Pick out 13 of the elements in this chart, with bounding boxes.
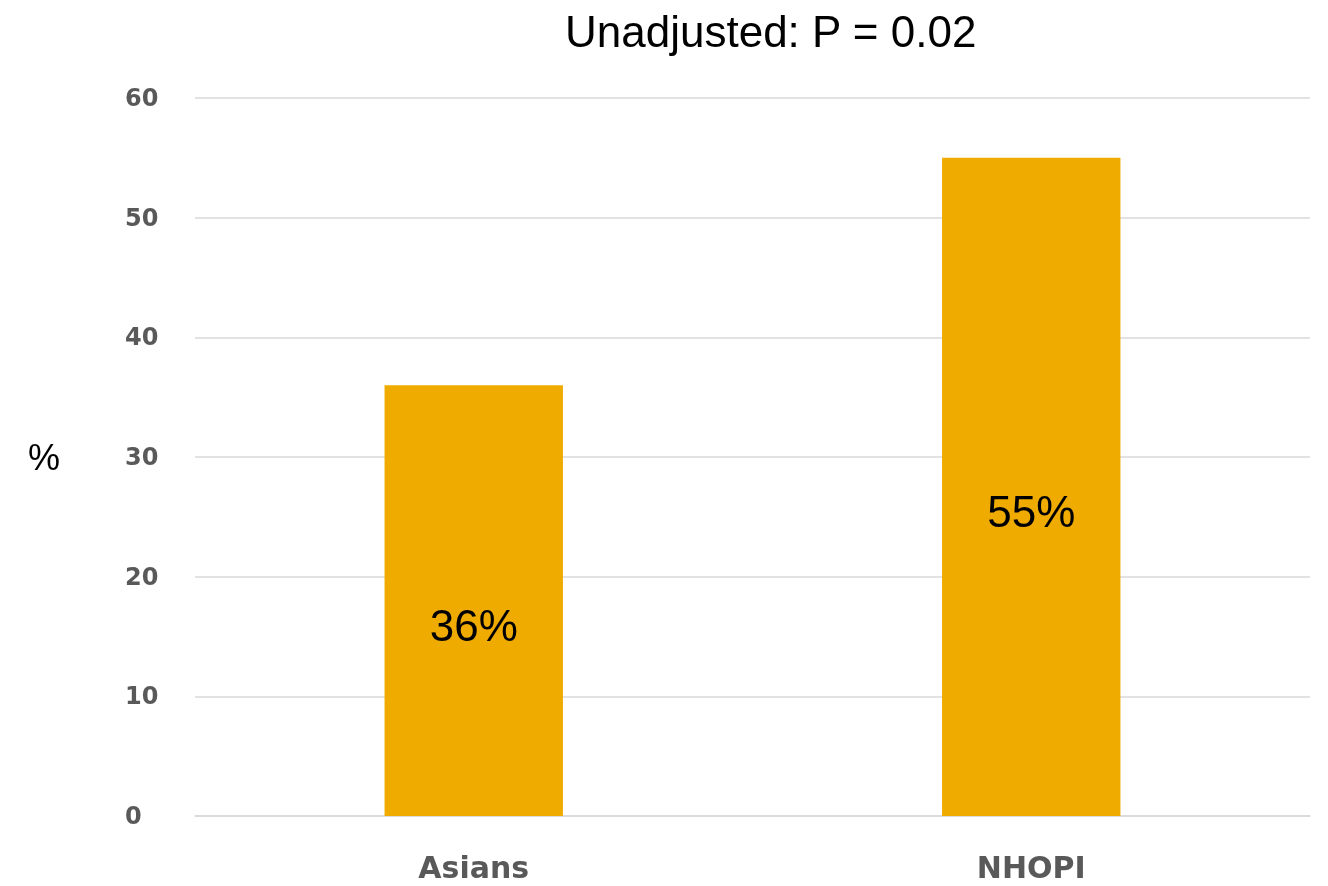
y-tick-label: 10 [125, 682, 159, 711]
data-label: 55% [987, 487, 1076, 537]
y-tick-label: 30 [125, 443, 159, 471]
data-label: 36% [429, 601, 518, 651]
y-tick-label: 0 [125, 802, 142, 830]
chart-title: Unadjusted: P = 0.02 [565, 6, 977, 56]
x-tick-label: NHOPI [976, 849, 1086, 885]
y-tick-label: 50 [125, 203, 159, 232]
x-tick-label: Asians [418, 849, 530, 885]
y-tick-label: 40 [125, 323, 159, 352]
y-axis-title: % [27, 436, 60, 478]
y-tick-label: 60 [125, 84, 159, 112]
y-tick-label: 20 [125, 562, 159, 591]
